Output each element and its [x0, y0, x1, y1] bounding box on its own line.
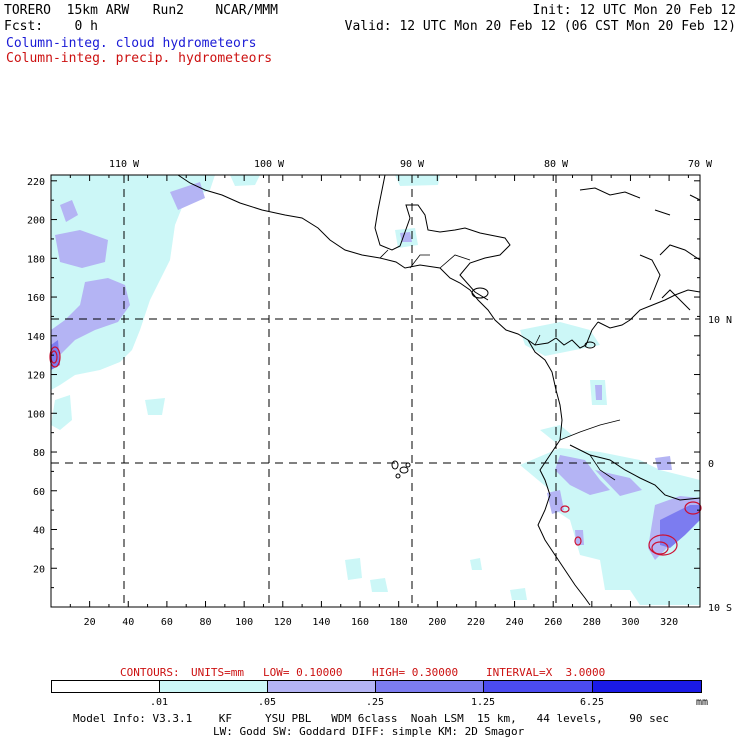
latlon-gridlines: [51, 175, 700, 607]
legend-cloud-hydrometeors: Column-integ. cloud hydrometeors: [6, 36, 257, 51]
y-tick-label: 140: [27, 332, 45, 343]
legend-precip-hydrometeors: Column-integ. precip. hydrometeors: [6, 51, 273, 66]
latitude-label: 10 N: [708, 315, 732, 326]
y-tick-label: 40: [33, 526, 45, 537]
y-tick-label: 200: [27, 216, 45, 227]
y-tick-label: 20: [33, 564, 45, 575]
colorbar-segment-1: [159, 680, 268, 693]
colorbar-label-2: .05: [257, 697, 277, 708]
colorbar-label-5: 6.25: [579, 697, 605, 708]
x-tick-label: 20: [84, 617, 96, 628]
valid-time: Valid: 12 UTC Mon 20 Feb 12 (06 CST Mon …: [344, 19, 736, 34]
colorbar-segment-2: [267, 680, 376, 693]
y-tick-label: 60: [33, 487, 45, 498]
colorbar-segment-4: [483, 680, 593, 693]
x-tick-label: 180: [390, 617, 408, 628]
y-tick-label: 220: [27, 177, 45, 188]
contours-low: LOW= 0.10000: [263, 666, 343, 679]
x-tick-label: 80: [200, 617, 212, 628]
y-tick-label: 160: [27, 293, 45, 304]
longitude-label: 90 W: [400, 159, 425, 170]
latitude-label: 10 S: [708, 603, 732, 614]
country-borders: [379, 249, 621, 481]
x-tick-label: 200: [428, 617, 446, 628]
y-tick-label: 180: [27, 254, 45, 265]
x-tick-label: 280: [583, 617, 601, 628]
y-tick-label: 100: [27, 409, 45, 420]
axis-ticks: [51, 175, 700, 607]
longitude-label: 70 W: [688, 159, 713, 170]
model-info: Model Info: V3.3.1 KF YSU PBL WDM 6class…: [73, 712, 670, 725]
x-tick-label: 160: [351, 617, 369, 628]
x-tick-label: 260: [544, 617, 562, 628]
precip-contours: [49, 346, 702, 556]
x-tick-label: 300: [621, 617, 639, 628]
colorbar-segment-3: [375, 680, 484, 693]
model-title: TORERO 15km ARW Run2 NCAR/MMM: [4, 3, 278, 18]
x-tick-label: 240: [506, 617, 524, 628]
contours-label: CONTOURS:: [120, 666, 180, 679]
cloud-shading-light: [51, 175, 700, 605]
x-tick-label: 40: [122, 617, 134, 628]
x-tick-label: 120: [274, 617, 292, 628]
x-tick-label: 60: [161, 617, 173, 628]
colorbar-label-3: .25: [365, 697, 385, 708]
longitude-label: 80 W: [544, 159, 569, 170]
colorbar-label-4: 1.25: [470, 697, 496, 708]
axis-labels: 20 40 60 80 100 120 140 160 180 200 220 240 260 280 30…: [27, 159, 732, 628]
colorbar-label-1: .01: [149, 697, 169, 708]
colorbar-unit: mm: [695, 697, 709, 708]
contours-high: HIGH= 0.30000: [372, 666, 459, 679]
colorbar-segment-0: [51, 680, 160, 693]
x-tick-label: 140: [312, 617, 330, 628]
x-tick-label: 220: [467, 617, 485, 628]
plot-frame: [50, 174, 701, 608]
contours-units: UNITS=mm: [191, 666, 244, 679]
contours-interval: INTERVAL=X 3.0000: [486, 666, 606, 679]
longitude-label: 110 W: [109, 159, 140, 170]
forecast-hour: Fcst: 0 h: [4, 19, 98, 34]
x-tick-label: 320: [660, 617, 678, 628]
y-tick-label: 120: [27, 371, 45, 382]
y-tick-label: 80: [33, 448, 45, 459]
x-tick-label: 100: [235, 617, 253, 628]
colorbar-segment-5: [592, 680, 702, 693]
coastlines: [177, 174, 701, 606]
physics-info: LW: Godd SW: Goddard DIFF: simple KM: 2D…: [213, 725, 525, 738]
init-time: Init: 12 UTC Mon 20 Feb 12: [532, 3, 737, 18]
longitude-label: 100 W: [254, 159, 285, 170]
latitude-label: 0: [708, 459, 714, 470]
